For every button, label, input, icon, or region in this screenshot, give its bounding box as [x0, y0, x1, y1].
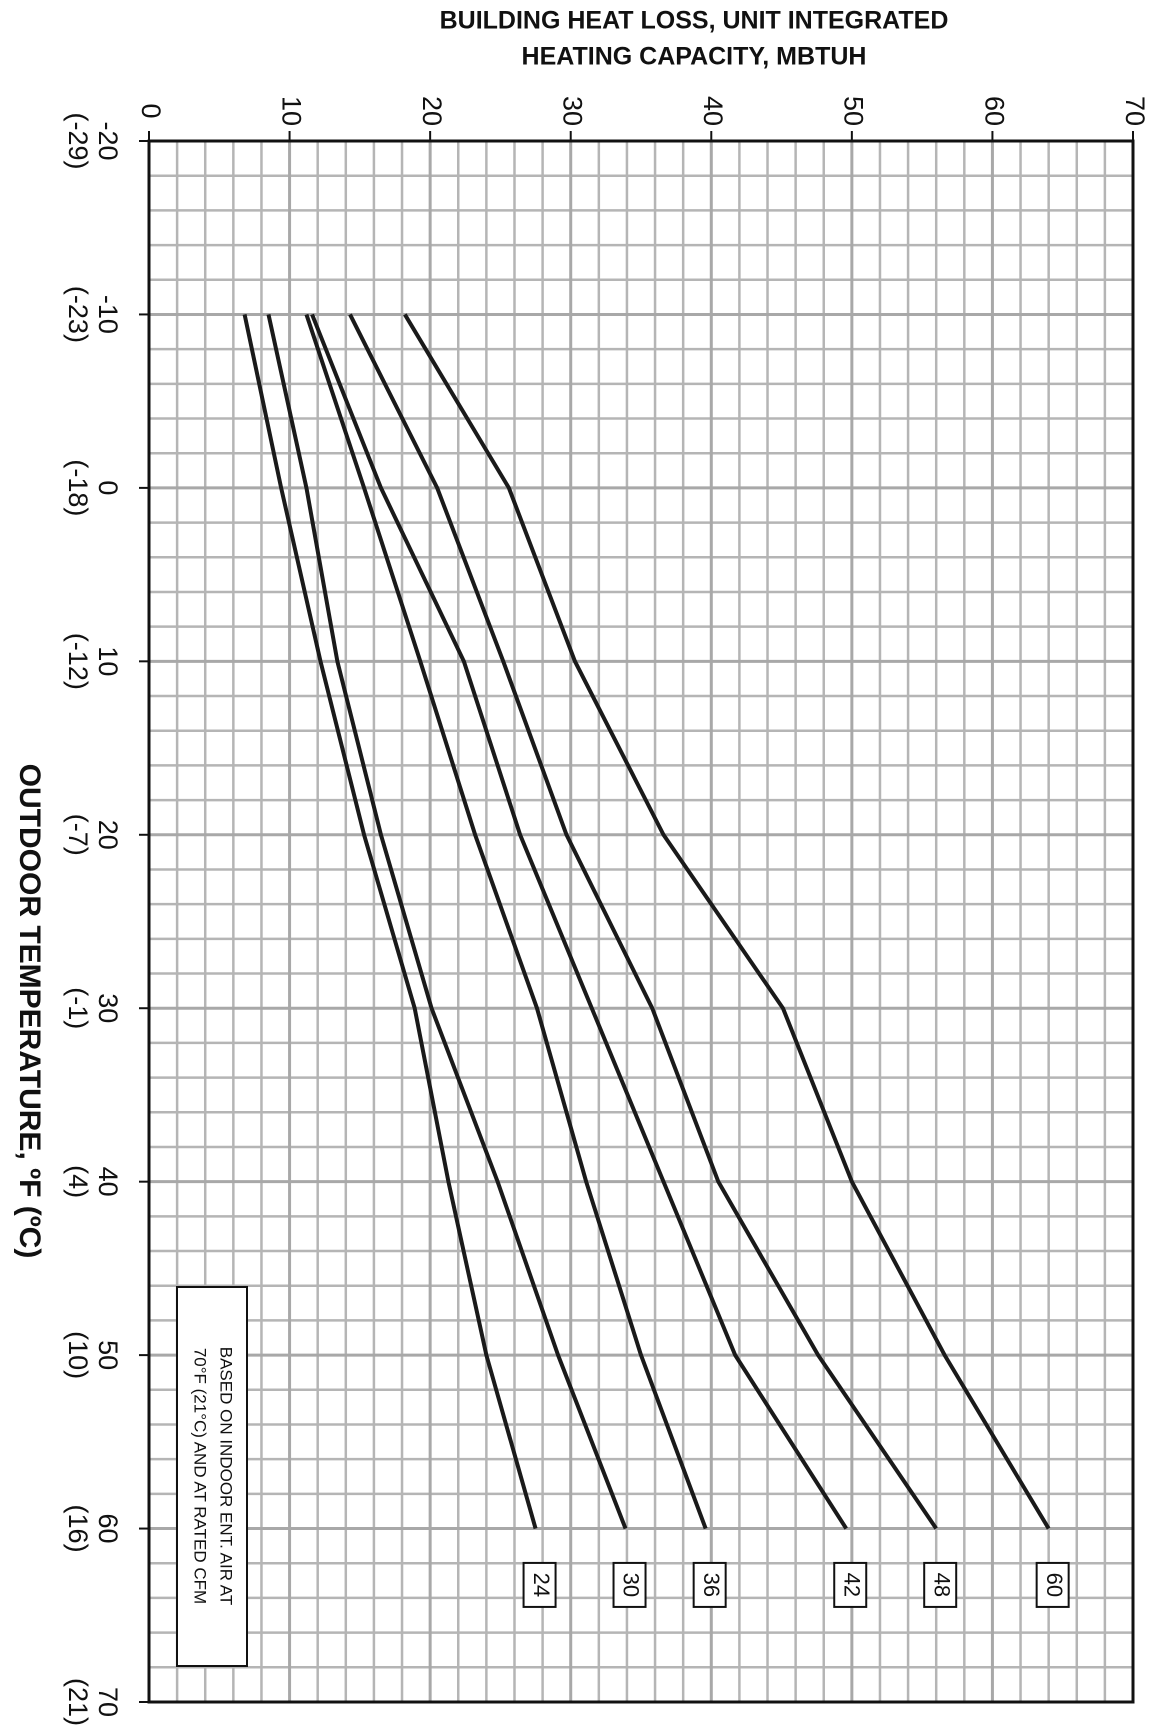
legend-box	[692, 1561, 727, 1608]
y-tick-label: 40	[698, 96, 728, 126]
series-line	[310, 313, 848, 1530]
legend-box	[833, 1561, 868, 1608]
legend-label: 60	[1042, 1573, 1067, 1597]
series-line	[403, 313, 1051, 1530]
x-tick-label-celsius: (21)	[63, 1678, 93, 1726]
legend-box	[522, 1561, 557, 1608]
x-tick-label: 0	[93, 480, 123, 495]
plot-frame	[147, 139, 1135, 1704]
x-tick-label: 30	[93, 993, 123, 1023]
x-tick-label-celsius: (-18)	[63, 459, 93, 516]
series-line	[266, 314, 628, 1530]
x-tick-label: 50	[93, 1340, 123, 1370]
legend-box	[923, 1561, 958, 1608]
x-tick-label-celsius: (10)	[63, 1331, 93, 1379]
legend-label: 24	[529, 1573, 554, 1597]
note-box	[176, 1286, 248, 1667]
x-tick-label: 60	[93, 1514, 123, 1544]
x-tick-label: 20	[93, 820, 123, 850]
x-tick-label: -10	[93, 295, 123, 334]
y-tick-label: 60	[979, 96, 1009, 126]
x-tick-label-celsius: (-12)	[63, 633, 93, 690]
legend-label: 36	[699, 1573, 724, 1597]
y-tick-label: 20	[417, 96, 447, 126]
y-tick-label: 10	[276, 96, 306, 126]
legend-box	[1035, 1561, 1070, 1608]
legend-label: 42	[839, 1573, 864, 1597]
x-tick-label-celsius: (-1)	[63, 987, 93, 1029]
y-tick-label: 30	[558, 96, 588, 126]
chart-title: HEATING CAPACITY, MBTUH	[522, 43, 867, 71]
y-tick-label: 0	[136, 103, 166, 118]
annotation: BASED ON INDOOR ENT. AIR AT	[217, 1347, 236, 1606]
y-tick-label: 50	[839, 96, 869, 126]
series-line	[348, 313, 938, 1530]
x-tick-label: 10	[93, 646, 123, 676]
x-tick-label-celsius: (4)	[63, 1165, 93, 1198]
y-tick-label: 70	[1120, 96, 1149, 126]
legend-label: 48	[929, 1573, 954, 1597]
x-axis-title: OUTDOOR TEMPERATURE, ºF (ºC)	[13, 764, 46, 1259]
legend-box	[612, 1561, 647, 1608]
legend-label: 30	[619, 1573, 644, 1597]
x-tick-label-celsius: (-7)	[63, 814, 93, 856]
series-line	[242, 314, 538, 1530]
annotation: 70°F (21°C) AND AT RATED CFM	[191, 1348, 210, 1604]
x-tick-label-celsius: (-23)	[63, 286, 93, 343]
x-tick-label-celsius: (16)	[63, 1505, 93, 1553]
x-tick-label: -20	[93, 121, 123, 160]
series-line	[304, 313, 708, 1530]
x-tick-label: 70	[93, 1687, 123, 1717]
x-tick-label-celsius: (-29)	[63, 112, 93, 169]
x-tick-label: 40	[93, 1167, 123, 1197]
chart-title: BUILDING HEAT LOSS, UNIT INTEGRATED	[440, 7, 949, 35]
